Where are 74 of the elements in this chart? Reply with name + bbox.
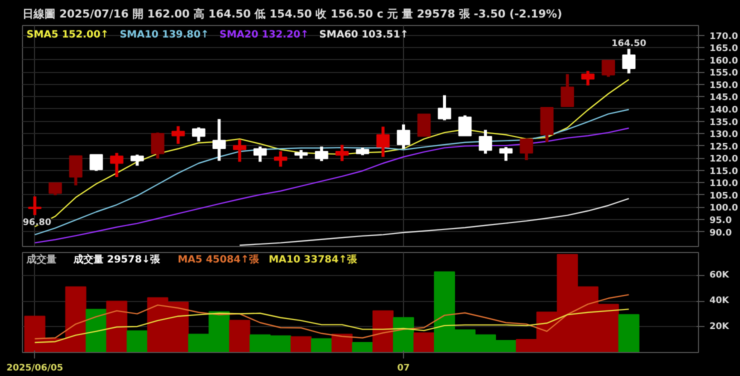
bar — [392, 317, 414, 352]
y-tick-label: 125.0 — [710, 142, 738, 152]
y-tick-label: 160.0 — [710, 56, 738, 66]
text: 成交量 29578↓張 — [72, 254, 162, 266]
candlestick — [581, 70, 595, 86]
bar — [352, 342, 374, 352]
candlestick — [438, 95, 452, 120]
candlestick — [335, 144, 349, 162]
y-tick-label: 105.0 — [710, 191, 738, 202]
candlestick — [376, 126, 390, 157]
candlestick — [232, 140, 246, 162]
candlestick — [90, 154, 103, 171]
candlestick — [274, 151, 288, 167]
x-tick-label: 2025/06/05 — [6, 364, 64, 374]
y-tick-label: 20K — [710, 322, 730, 332]
bar — [413, 332, 435, 352]
candlestick — [520, 138, 534, 160]
candlestick — [212, 119, 226, 161]
bar — [618, 314, 640, 352]
line-series — [34, 294, 630, 340]
text: SMA5 152.00↑ — [26, 30, 109, 40]
candlestick — [622, 48, 636, 74]
text: SMA60 103.51↑ — [319, 30, 409, 40]
chart-title: 日線圖 2025/07/16 開 162.00 高 164.50 低 154.50 收 156.50 c 元 量 29578 張 -3.50 (-2.19%) — [22, 8, 562, 20]
text: SMA10 139.80↑ — [120, 30, 209, 40]
bar — [86, 308, 107, 352]
y-tick-label: 120.0 — [710, 154, 738, 165]
y-tick-label: 95.0 — [710, 216, 732, 226]
y-tick-label: 145.0 — [710, 93, 738, 104]
annotation: 96.80 — [22, 218, 52, 228]
y-tick-label: 100.0 — [710, 204, 738, 214]
y-tick-label: 155.0 — [710, 68, 738, 79]
candlestick — [110, 152, 124, 178]
candlestick — [478, 130, 492, 154]
text: MA5 45084↑張 — [178, 254, 260, 266]
candlestick — [458, 115, 472, 136]
candlestick — [130, 154, 144, 166]
chart-title: 成交量 — [26, 254, 56, 266]
line-series — [239, 198, 630, 246]
y-tick-label: 135.0 — [710, 118, 738, 128]
bar — [106, 300, 128, 352]
bar — [311, 338, 332, 352]
candlestick — [172, 126, 185, 144]
x-tick-label: 07 — [397, 364, 410, 374]
y-tick-label: 150.0 — [710, 80, 738, 91]
y-tick-label: 130.0 — [710, 130, 738, 140]
candlestick — [499, 147, 513, 161]
candlestick — [314, 146, 328, 162]
y-tick-label: 60K — [710, 270, 730, 281]
y-tick-label: 40K — [710, 296, 730, 306]
line-series — [34, 308, 630, 344]
candlestick — [602, 60, 616, 77]
candlestick — [28, 196, 42, 216]
candlestick — [396, 124, 410, 149]
y-tick-label: 110.0 — [710, 179, 738, 190]
y-tick-label: 115.0 — [710, 166, 738, 177]
bar — [229, 320, 250, 352]
y-tick-label: 165.0 — [710, 44, 738, 54]
candlestick — [48, 182, 62, 196]
candlestick — [253, 146, 267, 162]
bar — [290, 336, 312, 352]
annotation: 164.50 — [611, 38, 646, 49]
bar — [126, 330, 148, 352]
candlestick — [192, 127, 206, 142]
text: MA10 33784↑張 — [268, 254, 358, 266]
bar — [372, 310, 394, 352]
y-tick-label: 140.0 — [710, 105, 738, 116]
candlestick — [560, 74, 574, 108]
y-tick-label: 170.0 — [710, 32, 738, 42]
candlestick — [417, 114, 431, 137]
text: SMA20 132.20↑ — [220, 30, 309, 40]
candlestick — [151, 132, 164, 159]
candlestick — [69, 155, 82, 186]
y-tick-label: 90.0 — [710, 228, 732, 238]
